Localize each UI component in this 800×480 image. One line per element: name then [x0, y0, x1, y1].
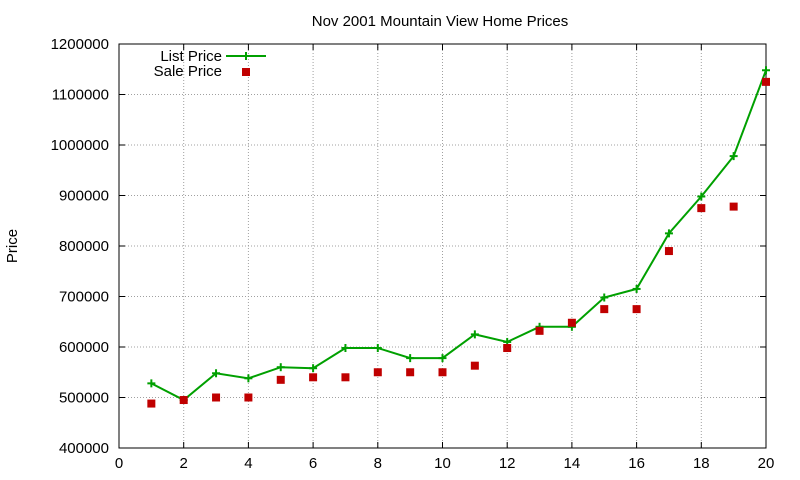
x-tick-label: 8: [374, 455, 382, 472]
sale-price-point: [567, 318, 576, 327]
x-tick-label: 0: [115, 455, 123, 472]
sale-price-point: [632, 305, 641, 314]
sale-price-point: [406, 368, 415, 377]
y-tick-label: 1000000: [51, 137, 109, 154]
x-tick-label: 14: [564, 455, 581, 472]
y-tick-label: 600000: [59, 339, 109, 356]
sale-price-point: [664, 247, 673, 256]
x-tick-label: 10: [434, 455, 451, 472]
list-price-point: [244, 374, 253, 383]
legend-swatch-sale-price-marker: [242, 68, 250, 76]
list-price-point: [470, 330, 479, 339]
x-tick-label: 6: [309, 455, 317, 472]
y-tick-label: 900000: [59, 188, 109, 205]
chart-title: Nov 2001 Mountain View Home Prices: [312, 13, 569, 30]
legend-label-list-price: List Price: [160, 48, 222, 65]
legend-label-sale-price: Sale Price: [154, 63, 222, 80]
x-tick-label: 12: [499, 455, 516, 472]
sale-price-point: [729, 202, 738, 211]
y-tick-label: 800000: [59, 238, 109, 255]
y-tick-label: 500000: [59, 390, 109, 407]
sale-price-point: [212, 393, 221, 402]
x-tick-label: 18: [693, 455, 710, 472]
sale-price-point: [244, 393, 253, 402]
y-tick-label: 1100000: [52, 87, 109, 104]
sale-price-point: [147, 399, 156, 408]
sale-price-point: [600, 305, 609, 314]
list-price-point: [697, 192, 706, 201]
list-price-point: [632, 284, 641, 293]
sale-price-point: [535, 326, 544, 335]
x-tick-label: 20: [758, 455, 775, 472]
sale-price-point: [697, 204, 706, 213]
sale-price-point: [309, 373, 318, 382]
sale-price-point: [503, 344, 512, 353]
list-price-point: [600, 293, 609, 302]
list-price-point: [373, 344, 382, 353]
sale-price-point: [373, 368, 382, 377]
x-tick-label: 4: [244, 455, 252, 472]
list-price-point: [762, 66, 770, 75]
sale-price-point: [276, 375, 285, 384]
list-price-point: [664, 229, 673, 238]
sale-price-point: [179, 396, 188, 405]
x-tick-label: 16: [628, 455, 645, 472]
list-price-point: [309, 364, 318, 373]
x-tick-label: 2: [180, 455, 188, 472]
sale-price-point: [341, 373, 350, 382]
list-price-point: [729, 152, 738, 161]
y-axis-title: Price: [4, 229, 21, 263]
list-price-point: [406, 354, 415, 363]
series-sale-price: [147, 77, 770, 408]
series-layer: [147, 66, 770, 408]
list-price-point: [276, 363, 285, 372]
sale-price-point: [470, 361, 479, 370]
sale-price-point: [762, 77, 770, 86]
grid-layer: [119, 44, 766, 448]
sale-price-point: [438, 368, 447, 377]
list-price-point: [438, 354, 447, 363]
y-tick-label: 400000: [59, 440, 109, 457]
y-tick-label: 700000: [59, 289, 109, 306]
list-price-point: [147, 379, 156, 388]
list-price-point: [212, 369, 221, 378]
list-price-line: [150, 69, 767, 402]
legend-swatch-list-price-marker: [242, 52, 250, 60]
y-tick-label: 1200000: [51, 36, 109, 53]
list-price-point: [341, 344, 350, 353]
axes-layer: 0 2 4 6 8 10 12 14 16 18 20 400000 500000 600000 70000…: [51, 36, 775, 472]
series-list-price: [147, 66, 770, 405]
